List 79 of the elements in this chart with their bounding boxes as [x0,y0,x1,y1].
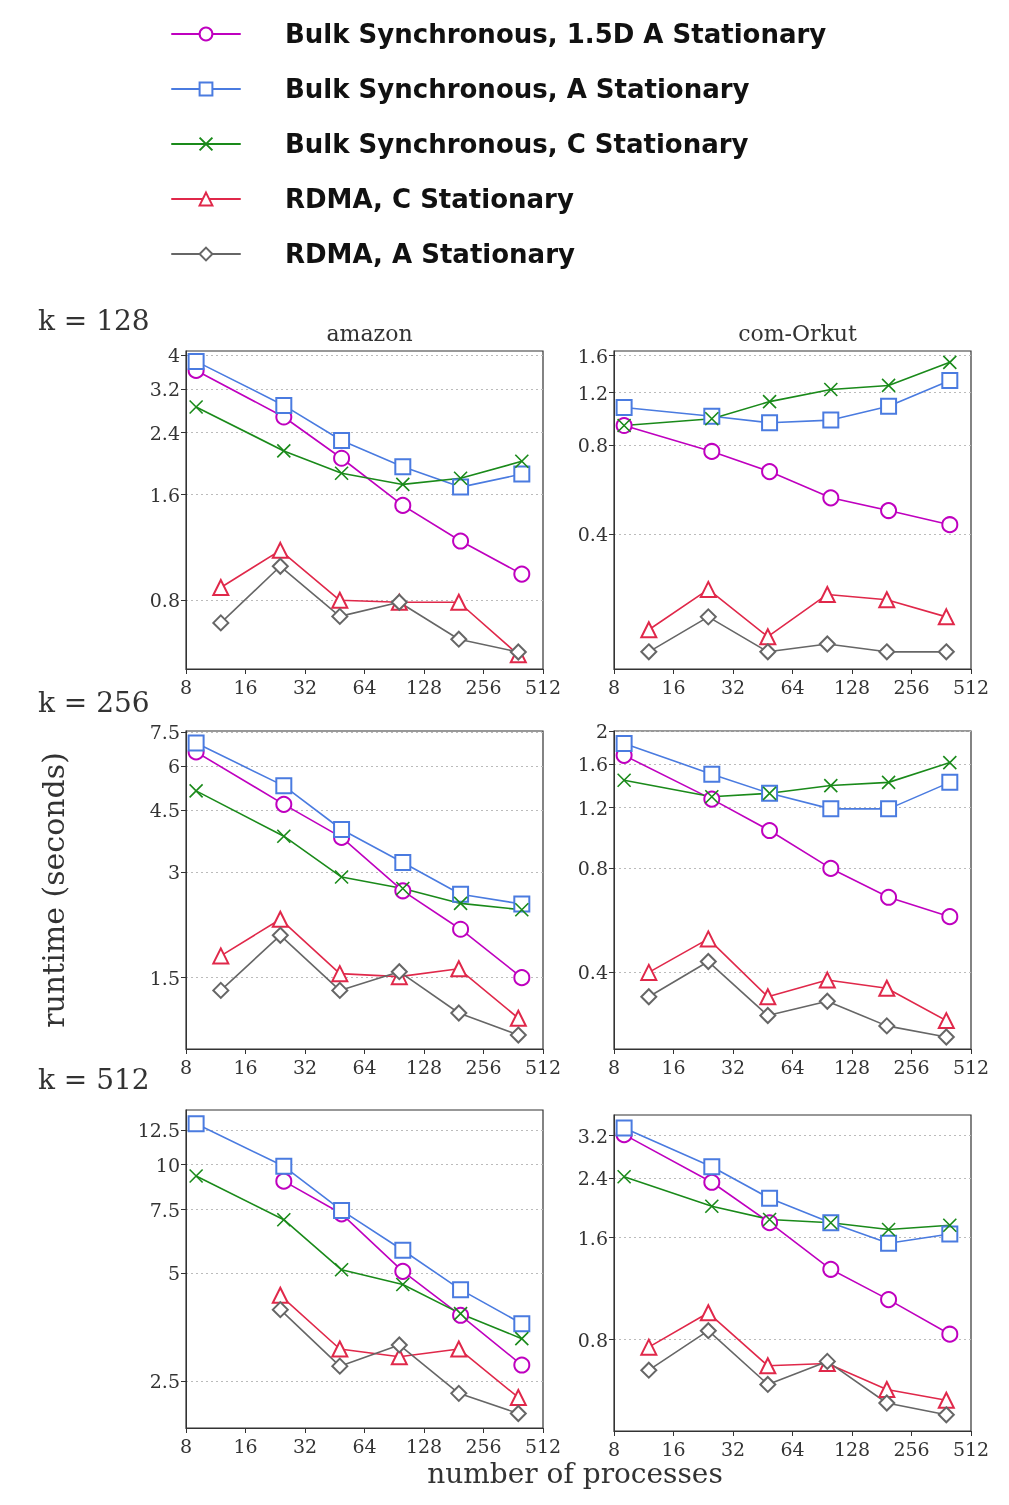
x-tick-label: 32 [720,1055,746,1078]
text: k = 256 [38,685,150,719]
y-tick-label: 2 [595,720,608,742]
y-tick-label: 1.2 [577,381,608,404]
x-tick-label: 64 [352,675,377,698]
y-tick-label: 3 [167,860,180,883]
y-tick-label: 0.8 [149,589,180,612]
y-tick-label: 0.8 [577,857,608,880]
y-tick-label: 2.4 [577,1166,608,1189]
x-tick-label: 512 [524,675,562,698]
y-tick-label: 12.5 [137,1118,180,1141]
x-tick-label: 256 [893,1437,930,1460]
y-tick-label: 1.6 [149,483,180,506]
y-tick-label: 0.8 [577,433,608,456]
legend-label: Bulk Synchronous, 1.5D A Stationary [285,19,827,49]
x-tick-label: 64 [780,1437,805,1460]
x-tick-label: 16 [233,1055,258,1078]
y-tick-label: 1.5 [149,966,180,989]
x-tick-label: 8 [179,1434,193,1457]
text: k = 128 [38,303,150,337]
text: k = 512 [38,1062,150,1096]
y-tick-label: 1.6 [577,1226,608,1249]
y-tick-label: 2.4 [149,421,180,444]
y-tick-label: 5 [167,1261,180,1284]
chart-title: amazon [326,320,413,346]
y-tick-label: 0.8 [577,1328,608,1351]
y-tick-label: 4 [167,343,180,366]
x-tick-label: 512 [524,1434,562,1457]
x-tick-label: 128 [833,1437,871,1460]
x-tick-label: 512 [952,675,990,698]
x-tick-label: 512 [952,1055,990,1078]
y-axis-title: runtime (seconds) [35,752,71,1028]
x-tick-label: 64 [352,1434,377,1457]
y-tick-label: 10 [155,1153,180,1176]
x-tick-label: 64 [780,675,805,698]
y-tick-label: 2.5 [149,1370,180,1393]
x-tick-label: 128 [833,675,871,698]
legend-label: Bulk Synchronous, A Stationary [285,74,750,104]
x-tick-label: 32 [292,675,318,698]
y-tick-label: 1.2 [577,796,608,819]
x-tick-label: 128 [405,1055,443,1078]
x-tick-label: 128 [405,675,443,698]
x-tick-label: 8 [179,675,193,698]
x-tick-label: 8 [607,1055,621,1078]
legend-label: RDMA, C Stationary [285,184,574,214]
x-tick-label: 32 [292,1055,318,1078]
y-tick-label: 7.5 [149,721,180,744]
y-tick-label: 1.6 [577,753,608,776]
x-tick-label: 64 [352,1055,377,1078]
x-tick-label: 32 [292,1434,318,1457]
x-tick-label: 16 [661,1055,686,1078]
x-tick-label: 16 [233,1434,258,1457]
x-tick-label: 256 [465,1434,502,1457]
x-tick-label: 128 [833,1055,871,1078]
x-tick-label: 64 [780,1055,805,1078]
y-tick-label: 3.2 [149,377,180,400]
y-tick-label: 3.2 [577,1124,608,1147]
y-tick-label: 0.4 [577,523,608,545]
y-tick-label: 4.5 [149,798,180,821]
x-tick-label: 16 [233,675,258,698]
chart-title: com-Orkut [738,320,858,346]
x-tick-label: 32 [720,675,746,698]
x-tick-label: 512 [524,1055,562,1078]
x-tick-label: 16 [661,675,686,698]
x-tick-label: 128 [405,1434,443,1457]
x-tick-label: 256 [893,675,930,698]
x-tick-label: 256 [465,1055,502,1078]
x-tick-label: 256 [465,675,502,698]
y-tick-label: 7.5 [149,1198,180,1221]
y-tick-label: 6 [167,755,180,778]
legend-label: RDMA, A Stationary [285,239,575,269]
x-tick-label: 256 [893,1055,930,1078]
legend-label: Bulk Synchronous, C Stationary [285,129,749,159]
x-tick-label: 8 [607,675,621,698]
y-tick-label: 1.6 [577,344,608,367]
x-tick-label: 8 [179,1055,193,1078]
x-tick-label: 512 [952,1437,990,1460]
y-tick-label: 0.4 [577,961,608,984]
x-tick-label: 32 [720,1437,746,1460]
